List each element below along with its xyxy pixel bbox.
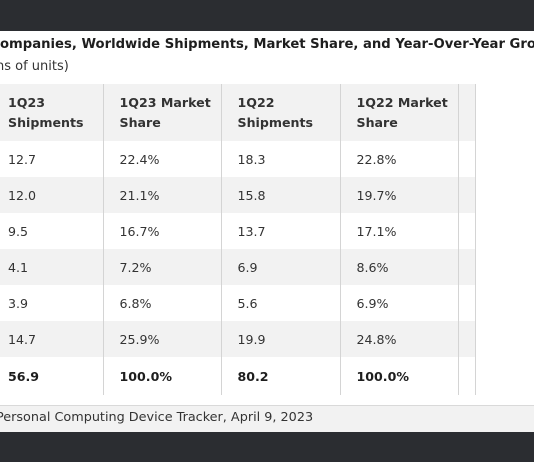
table-card: ompanies, Worldwide Shipments, Market Sh… (0, 31, 534, 432)
cell: 22.4% (103, 141, 222, 177)
cell: 24.8% (340, 321, 459, 357)
total-cell: 100.0% (340, 357, 459, 395)
cell: 8.6% (340, 249, 459, 285)
table-row: 9.5 16.7% 13.7 17.1% (0, 213, 476, 249)
cell: 19.9 (221, 321, 341, 357)
cell: 14.7 (0, 321, 104, 357)
shipments-table: 1Q23 Shipments 1Q23 Market Share 1Q22 Sh… (0, 84, 476, 395)
table-subtitle: ns of units) (0, 59, 69, 74)
cell: 3.9 (0, 285, 104, 321)
source-text: Personal Computing Device Tracker, April… (0, 410, 314, 425)
cell: 17.1% (340, 213, 459, 249)
cell: 6.8% (103, 285, 222, 321)
cell: 21.1% (103, 177, 222, 213)
cell: 12.0 (0, 177, 104, 213)
cell (458, 321, 476, 357)
cell (458, 213, 476, 249)
table-title: ompanies, Worldwide Shipments, Market Sh… (0, 37, 534, 52)
cell: 12.7 (0, 141, 104, 177)
cell: 25.9% (103, 321, 222, 357)
table-row: 14.7 25.9% 19.9 24.8% (0, 321, 476, 357)
cell: 6.9% (340, 285, 459, 321)
cell (458, 177, 476, 213)
cell (458, 249, 476, 285)
header-cut-off (458, 84, 476, 141)
header-1q22-market-share: 1Q22 Market Share (340, 84, 459, 141)
table-row: 12.0 21.1% 15.8 19.7% (0, 177, 476, 213)
cell (458, 285, 476, 321)
header-row: 1Q23 Shipments 1Q23 Market Share 1Q22 Sh… (0, 84, 476, 141)
cell: 5.6 (221, 285, 341, 321)
cell: 9.5 (0, 213, 104, 249)
total-cell (458, 357, 476, 395)
cell (458, 141, 476, 177)
total-row: 56.9 100.0% 80.2 100.0% (0, 357, 476, 395)
cell: 18.3 (221, 141, 341, 177)
cell: 4.1 (0, 249, 104, 285)
table-row: 12.7 22.4% 18.3 22.8% (0, 141, 476, 177)
cell: 6.9 (221, 249, 341, 285)
total-cell: 100.0% (103, 357, 222, 395)
table-row: 4.1 7.2% 6.9 8.6% (0, 249, 476, 285)
cell: 7.2% (103, 249, 222, 285)
header-1q22-shipments: 1Q22 Shipments (221, 84, 341, 141)
top-dark-band (0, 0, 534, 31)
header-1q23-market-share: 1Q23 Market Share (103, 84, 222, 141)
source-footer: Personal Computing Device Tracker, April… (0, 405, 534, 432)
header-1q23-shipments: 1Q23 Shipments (0, 84, 104, 141)
cell: 22.8% (340, 141, 459, 177)
cell: 13.7 (221, 213, 341, 249)
cell: 16.7% (103, 213, 222, 249)
total-cell: 80.2 (221, 357, 341, 395)
total-cell: 56.9 (0, 357, 104, 395)
bottom-dark-band (0, 432, 534, 462)
cell: 19.7% (340, 177, 459, 213)
cell: 15.8 (221, 177, 341, 213)
table-row: 3.9 6.8% 5.6 6.9% (0, 285, 476, 321)
